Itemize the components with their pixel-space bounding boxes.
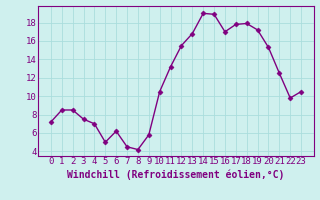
X-axis label: Windchill (Refroidissement éolien,°C): Windchill (Refroidissement éolien,°C) [67, 169, 285, 180]
